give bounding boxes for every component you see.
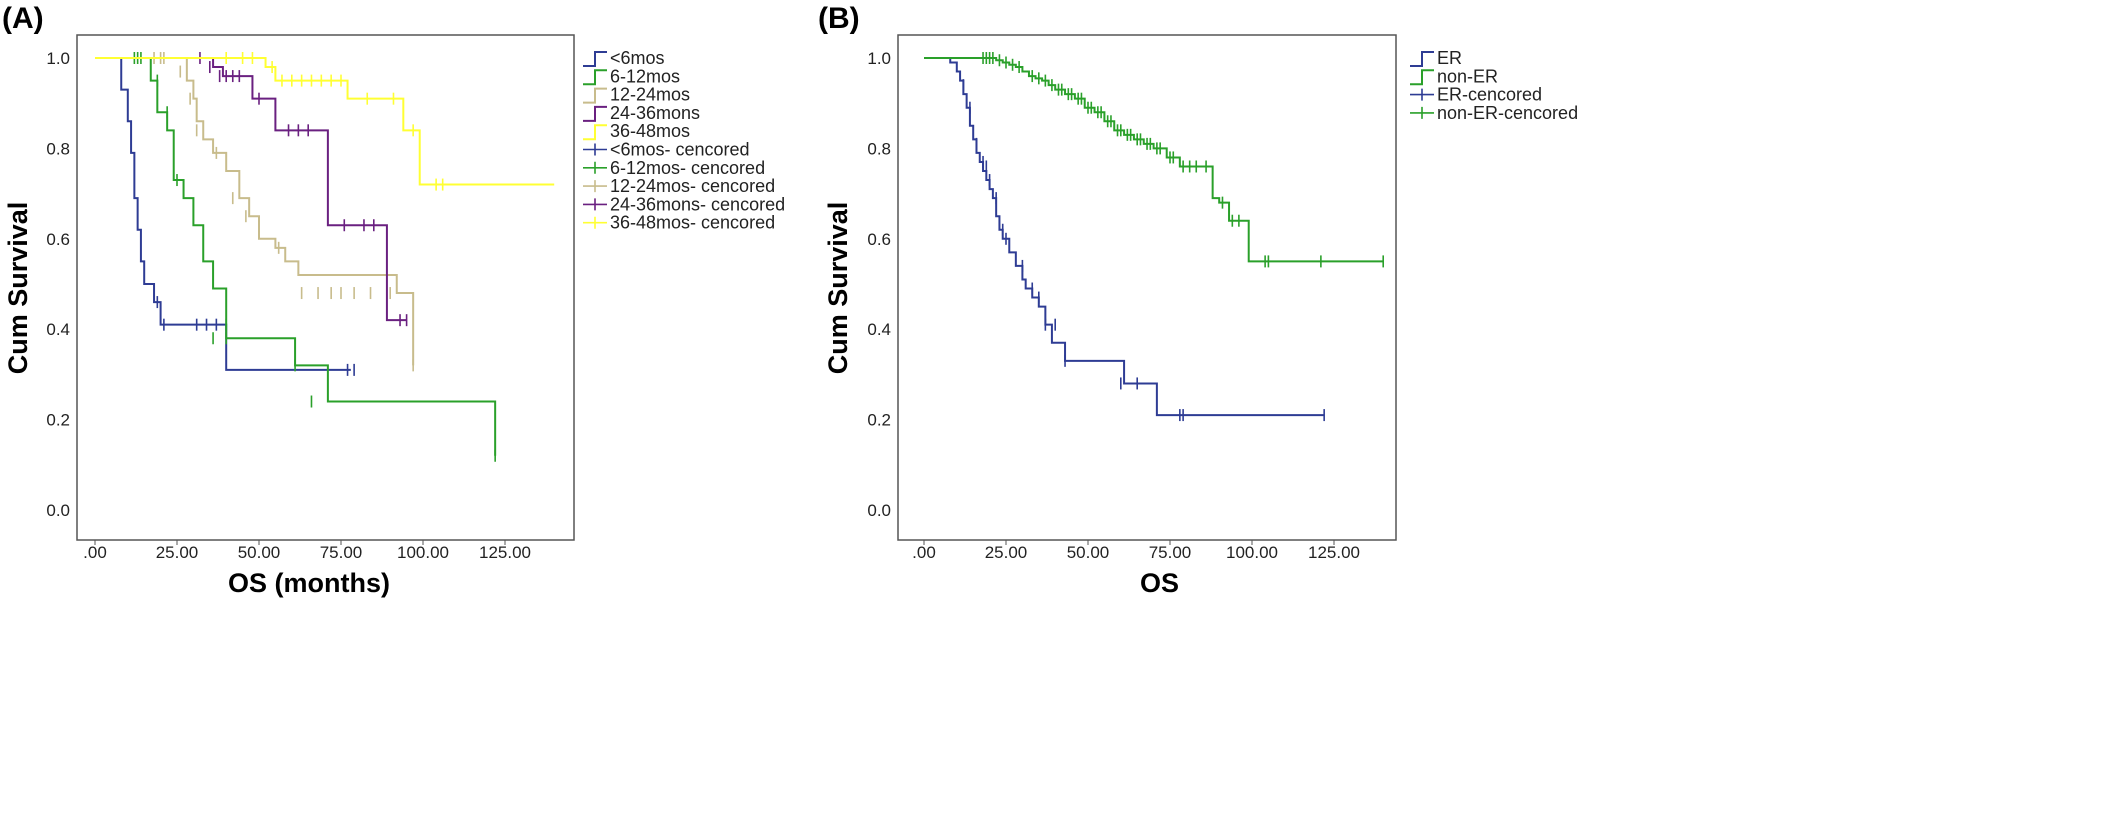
panel-b-x-tick-label: 25.00 (985, 543, 1028, 562)
panel-b-x-axis-title: OS (1140, 568, 1179, 598)
panel-b-y-tick-label: 0.2 (867, 411, 891, 430)
panel-a-legend-label-6mos-cencored: <6mos- cencored (610, 140, 750, 160)
panel-a-x-tick-label: 75.00 (320, 543, 363, 562)
panel-a-curve-36-48mos (95, 57, 555, 186)
panel-a-axis-ticks: .00 25.00 50.00 75.00 100.00 125.00 0.0 0.2 0.4 0… (46, 49, 531, 562)
panel-b-x-tick-label: 50.00 (1067, 543, 1110, 562)
panel-a-plot-frame (76, 34, 575, 541)
panel-a-x-tick-label: .00 (83, 543, 107, 562)
panel-a-curves (95, 52, 555, 462)
panel-a-x-tick-label: 100.00 (397, 543, 449, 562)
panel-b-curve-non-er (924, 57, 1384, 263)
panel-a-legend-swatch-12-24mos-cencored (583, 180, 607, 193)
panel-a-x-axis-title: OS (months) (228, 568, 390, 598)
panel-b-curves (924, 52, 1384, 422)
panel-a-legend-swatch-36-48mos-cencored (583, 216, 607, 229)
panel-b-legend-swatch-non-er-cencored (1410, 106, 1434, 119)
panel-b-y-tick-label: 0.0 (867, 501, 891, 520)
panel-a-label: (A) (2, 2, 44, 35)
panel-a-y-tick-label: 0.2 (46, 411, 70, 430)
panel-a-x-tick-label: 50.00 (238, 543, 281, 562)
panel-b-y-tick-label: 0.6 (867, 230, 891, 249)
panel-b-legend-swatch-er (1410, 51, 1434, 67)
panel-a-x-tick-label: 25.00 (156, 543, 199, 562)
panel-a-y-tick-label: 0.4 (46, 320, 70, 339)
panel-b-legend-swatch-non-er (1410, 69, 1434, 86)
panel-b: (B) OS Cum Survival .00 25.00 50.00 75.00 10… (818, 2, 1578, 598)
panel-a-legend-label-24-36mons: 24-36mons (610, 103, 700, 123)
panel-a-legend-swatch-24-36mons (583, 105, 607, 122)
panel-a-x-tick-label: 125.00 (479, 543, 531, 562)
panel-a-y-tick-label: 0.0 (46, 501, 70, 520)
panel-b-legend-label-non-er-cencored: non-ER-cencored (1437, 103, 1578, 123)
panel-a-y-tick-label: 1.0 (46, 49, 70, 68)
panel-a-legend-swatch-36-48mos (583, 124, 607, 141)
panel-b-x-tick-label: 125.00 (1308, 543, 1360, 562)
panel-a-legend-swatch-12-24mos (583, 87, 607, 104)
panel-a-legend-label-12-24mos-cencored: 12-24mos- cencored (610, 176, 775, 196)
panel-a-y-tick-label: 0.8 (46, 139, 70, 158)
panel-a-y-tick-label: 0.6 (46, 230, 70, 249)
panel-a-curve-12-24mos (95, 57, 415, 366)
panel-a-legend-label-36-48mos: 36-48mos (610, 121, 690, 141)
panel-a-legend: <6mos6-12mos12-24mos24-36mons36-48mos<6m… (583, 48, 785, 233)
panel-b-plot-frame (897, 34, 1397, 541)
panel-a-legend-label-6-12mos: 6-12mos (610, 66, 680, 86)
panel-a-legend-swatch-6mos (583, 51, 607, 67)
panel-b-y-tick-label: 0.8 (867, 139, 891, 158)
panel-a: (A) OS (months) Cum Survival .00 25.00 50.… (2, 2, 785, 598)
panel-b-legend-swatch-er-cencored (1410, 88, 1434, 101)
panel-a-legend-swatch-24-36mons-cencored (583, 198, 607, 211)
panel-a-legend-swatch-6-12mos-cencored (583, 161, 607, 174)
panel-a-legend-label-36-48mos-cencored: 36-48mos- cencored (610, 213, 775, 233)
panel-b-y-axis-title: Cum Survival (823, 202, 853, 375)
panel-a-legend-swatch-6-12mos (583, 69, 607, 86)
panel-b-x-tick-label: .00 (912, 543, 936, 562)
panel-b-legend-label-non-er: non-ER (1437, 66, 1498, 86)
panel-b-x-tick-label: 100.00 (1226, 543, 1278, 562)
panel-b-axis-ticks: .00 25.00 50.00 75.00 100.00 125.00 0.0 0.2 0.4 0… (867, 49, 1360, 562)
panel-a-legend-label-6-12mos-cencored: 6-12mos- cencored (610, 158, 765, 178)
panel-a-curve-6mos (95, 57, 351, 371)
panel-b-y-tick-label: 1.0 (867, 49, 891, 68)
panel-b-x-tick-label: 75.00 (1149, 543, 1192, 562)
panel-b-y-tick-label: 0.4 (867, 320, 891, 339)
panel-b-label: (B) (818, 2, 860, 35)
panel-b-legend-label-er: ER (1437, 48, 1462, 68)
panel-a-legend-label-24-36mons-cencored: 24-36mons- cencored (610, 194, 785, 214)
panel-a-y-axis-title: Cum Survival (3, 202, 33, 375)
panel-a-legend-label-12-24mos: 12-24mos (610, 85, 690, 105)
panel-a-legend-swatch-6mos-cencored (583, 143, 607, 156)
panel-a-legend-label-6mos: <6mos (610, 48, 665, 68)
panel-b-legend-label-er-cencored: ER-cencored (1437, 85, 1542, 105)
panel-a-curve-24-36mons (95, 57, 407, 322)
